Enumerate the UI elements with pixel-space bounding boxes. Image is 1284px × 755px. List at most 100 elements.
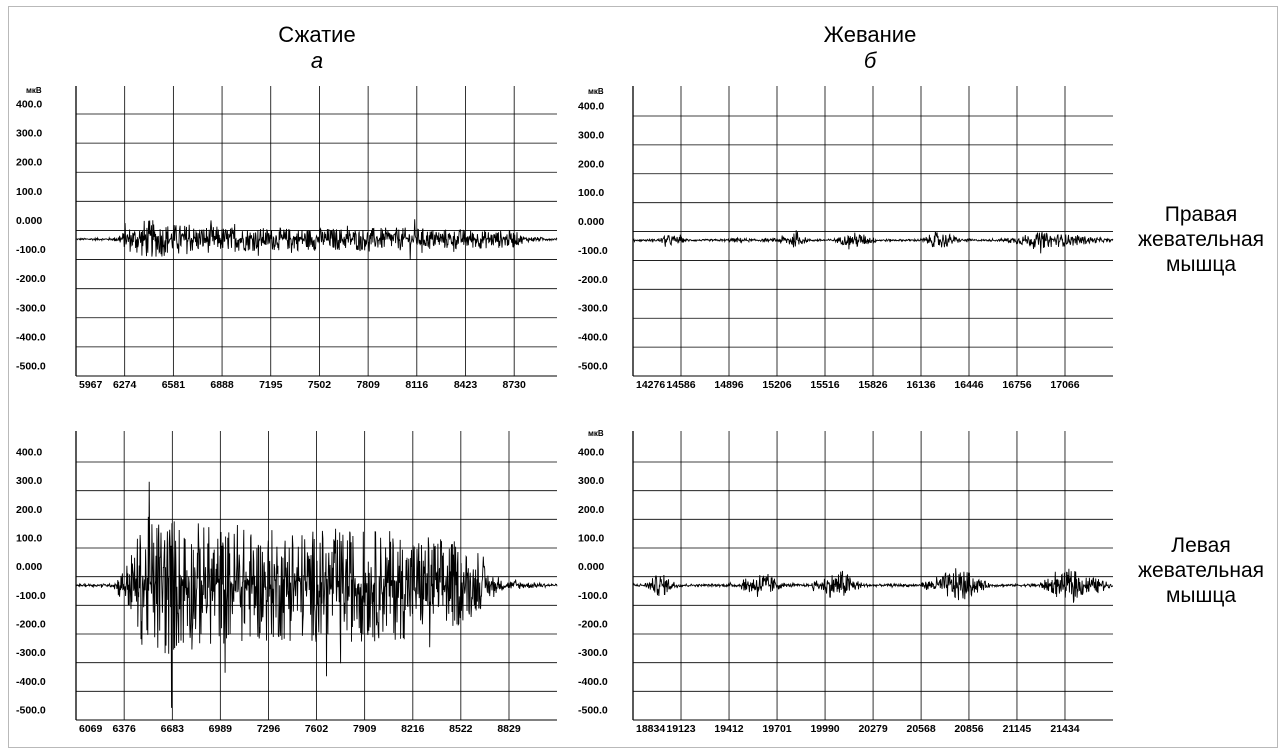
x-tick-label: 7296 xyxy=(257,723,281,735)
x-tick-label: 8116 xyxy=(405,379,428,391)
y-tick-label: -500.0 xyxy=(16,361,46,373)
y-unit-label: мкВ xyxy=(588,429,604,438)
y-tick-label: -100.0 xyxy=(16,590,46,602)
emg-panel: 400.0 300.0 200.0 100.0 0.000 -100.0 -200.0 -30… xyxy=(578,86,1114,391)
x-tick-label: 19701 xyxy=(762,723,791,735)
x-tick-label: 18834 xyxy=(636,723,665,735)
x-tick-label: 6069 xyxy=(79,723,103,735)
y-tick-label: 400.0 xyxy=(16,447,42,459)
emg-panel: 400.0 300.0 200.0 100.0 0.000 -100.0 -200.0 -30… xyxy=(16,86,558,391)
right-column-title: Жевание xyxy=(823,22,917,47)
y-tick-label: 0.000 xyxy=(16,215,42,227)
x-tick-label: 15516 xyxy=(810,379,839,391)
row-label-right-muscle: Правая жевательная мышца xyxy=(1121,202,1281,277)
y-tick-label: 0.000 xyxy=(16,561,42,573)
y-tick-label: -400.0 xyxy=(16,331,46,343)
y-tick-label: 200.0 xyxy=(578,158,604,170)
y-unit-label: мкВ xyxy=(588,87,604,96)
y-tick-label: -400.0 xyxy=(578,676,608,688)
x-tick-label: 15206 xyxy=(762,379,791,391)
row-label-line: мышца xyxy=(1165,253,1237,276)
y-tick-label: -200.0 xyxy=(578,619,608,631)
y-tick-label: 300.0 xyxy=(578,475,604,487)
emg-panel: 400.0 300.0 200.0 100.0 0.000 -100.0 -200.0 -30… xyxy=(578,429,1113,735)
emg-panel: 400.0 300.0 200.0 100.0 0.000 -100.0 -200.0 -30… xyxy=(16,431,558,735)
x-tick-label: 19123 xyxy=(666,723,695,735)
y-tick-label: -300.0 xyxy=(578,303,608,315)
x-tick-label: 7195 xyxy=(259,379,283,391)
x-tick-label: 8829 xyxy=(497,723,521,735)
y-tick-label: -100.0 xyxy=(578,590,608,602)
y-tick-label: -400.0 xyxy=(578,332,608,344)
left-column-letter: а xyxy=(310,48,324,73)
figure-frame xyxy=(8,6,1278,748)
x-tick-label: 6274 xyxy=(113,379,137,391)
y-tick-label: 400.0 xyxy=(16,99,42,111)
emg-signal-trace xyxy=(632,568,1113,607)
y-tick-label: 200.0 xyxy=(16,504,42,516)
y-unit-label: мкВ xyxy=(26,86,42,95)
y-tick-label: -300.0 xyxy=(578,647,608,659)
y-tick-label: 400.0 xyxy=(578,447,604,459)
y-tick-label: -100.0 xyxy=(16,244,46,256)
y-tick-label: -200.0 xyxy=(578,274,608,286)
y-tick-label: -500.0 xyxy=(578,705,608,717)
x-tick-label: 6989 xyxy=(209,723,233,735)
x-tick-label: 6581 xyxy=(162,379,186,391)
x-tick-label: 6683 xyxy=(161,723,185,735)
emg-signal-trace xyxy=(75,219,558,260)
y-tick-label: 0.000 xyxy=(578,561,604,573)
x-tick-label: 20279 xyxy=(858,723,887,735)
x-tick-label: 5967 xyxy=(79,379,103,391)
x-tick-label: 20568 xyxy=(906,723,935,735)
x-tick-label: 20856 xyxy=(954,723,983,735)
x-tick-label: 19990 xyxy=(810,723,839,735)
y-tick-label: 100.0 xyxy=(578,533,604,545)
x-tick-label: 16446 xyxy=(954,379,983,391)
y-tick-label: 200.0 xyxy=(16,157,42,169)
y-tick-label: -500.0 xyxy=(16,705,46,717)
y-tick-label: 100.0 xyxy=(578,187,604,199)
x-tick-label: 19412 xyxy=(714,723,743,735)
y-tick-label: 300.0 xyxy=(578,129,604,141)
y-tick-label: -100.0 xyxy=(578,245,608,257)
x-tick-label: 7809 xyxy=(356,379,380,391)
x-tick-label: 16756 xyxy=(1002,379,1031,391)
x-tick-label: 14586 xyxy=(666,379,695,391)
x-tick-label: 8522 xyxy=(449,723,473,735)
x-tick-label: 7502 xyxy=(308,379,332,391)
x-tick-label: 21145 xyxy=(1003,723,1032,735)
x-tick-label: 7909 xyxy=(353,723,377,735)
emg-signal-trace xyxy=(632,230,1114,254)
y-tick-label: 200.0 xyxy=(578,504,604,516)
y-tick-label: -200.0 xyxy=(16,273,46,285)
right-column-letter: б xyxy=(863,48,877,73)
x-tick-label: 15826 xyxy=(858,379,887,391)
x-tick-label: 16136 xyxy=(906,379,935,391)
row-label-line: мышца xyxy=(1165,584,1237,607)
left-column-title: Сжатие xyxy=(278,22,356,47)
x-tick-label: 6376 xyxy=(112,723,136,735)
x-tick-label: 14896 xyxy=(714,379,743,391)
x-tick-label: 6888 xyxy=(210,379,234,391)
y-tick-label: 300.0 xyxy=(16,128,42,140)
y-tick-label: 0.000 xyxy=(578,216,604,228)
y-tick-label: 100.0 xyxy=(16,186,42,198)
y-tick-label: 400.0 xyxy=(578,101,604,113)
x-tick-label: 8216 xyxy=(401,723,425,735)
y-tick-label: -300.0 xyxy=(16,302,46,314)
x-tick-label: 17066 xyxy=(1050,379,1079,391)
y-tick-label: -500.0 xyxy=(578,361,608,373)
y-tick-label: -200.0 xyxy=(16,619,46,631)
x-tick-label: 8423 xyxy=(454,379,478,391)
x-tick-label: 8730 xyxy=(503,379,527,391)
x-tick-label: 21434 xyxy=(1050,723,1079,735)
row-label-line: жевательная xyxy=(1137,228,1265,251)
y-tick-label: 100.0 xyxy=(16,533,42,545)
row-label-line: Правая xyxy=(1164,203,1238,226)
y-tick-label: 300.0 xyxy=(16,475,42,487)
x-tick-label: 14276 xyxy=(636,379,665,391)
y-tick-label: -400.0 xyxy=(16,676,46,688)
row-label-left-muscle: Левая жевательная мышца xyxy=(1121,533,1281,608)
x-tick-label: 7602 xyxy=(305,723,329,735)
